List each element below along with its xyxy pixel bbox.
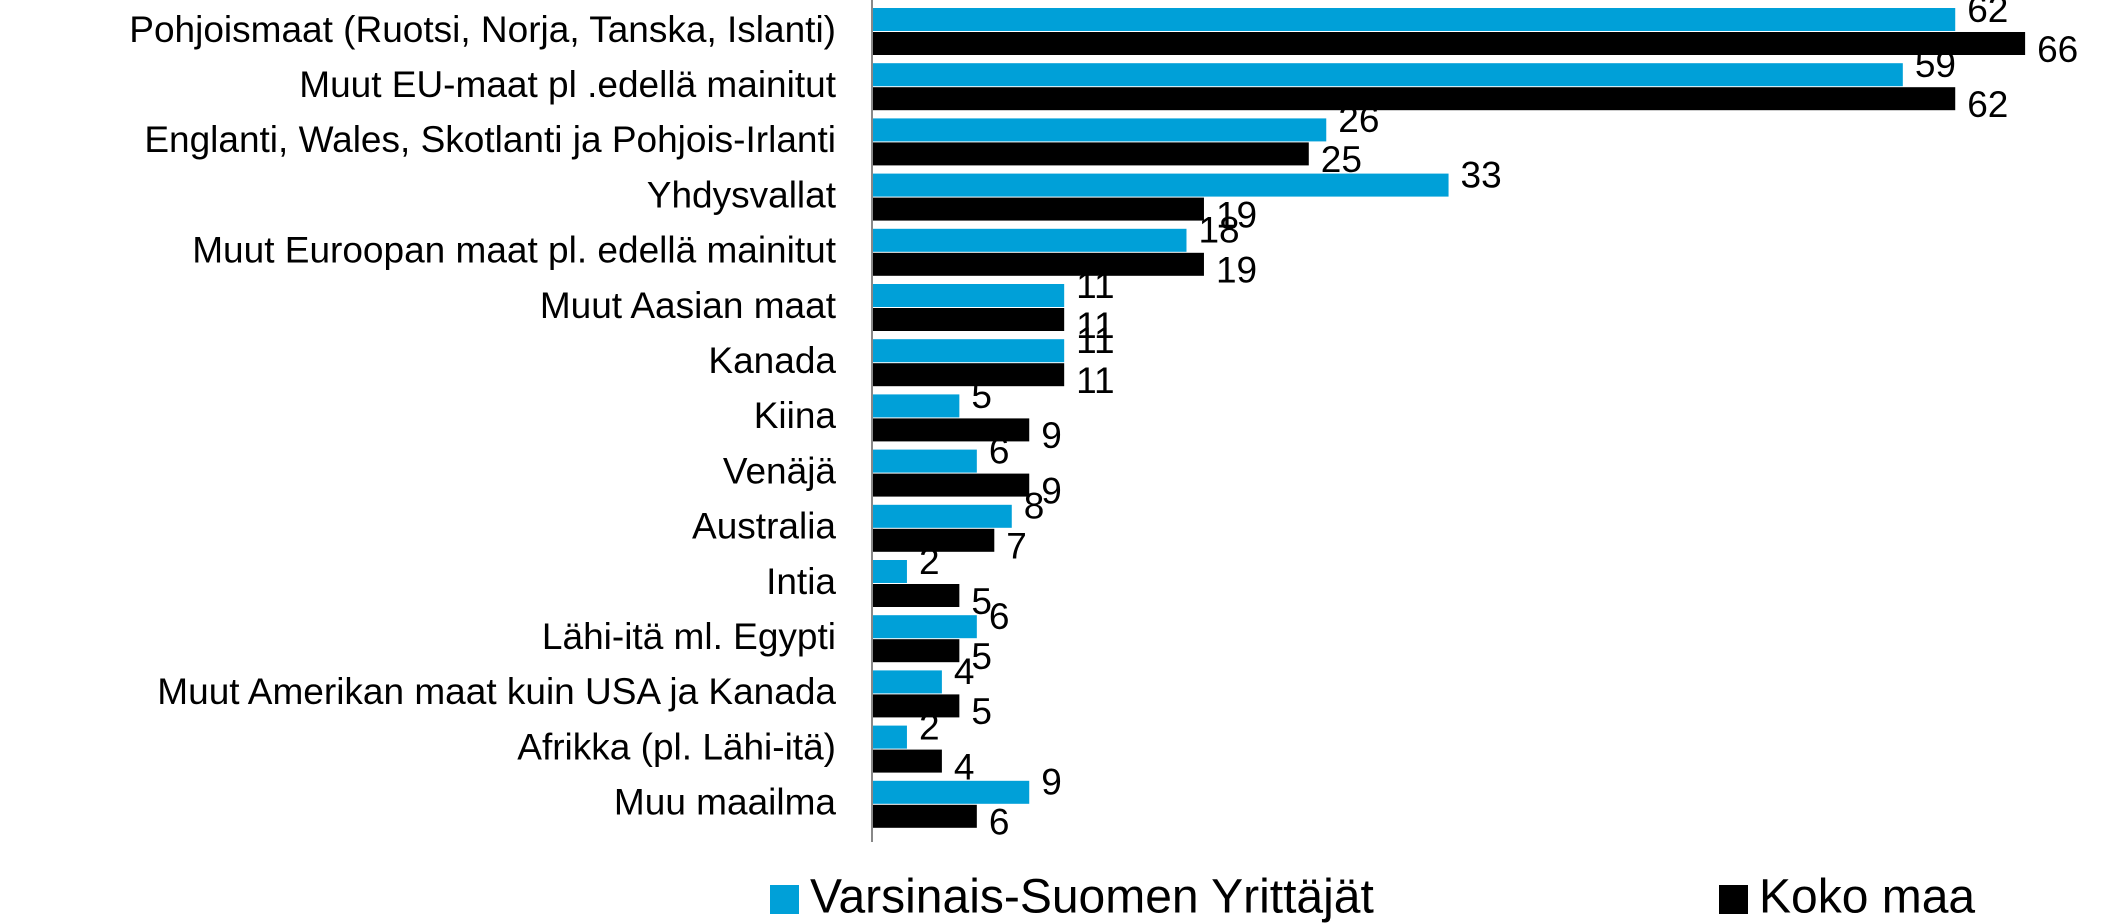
category-label: Englanti, Wales, Skotlanti ja Pohjois-Ir… (144, 119, 836, 160)
category-label: Kanada (708, 340, 836, 381)
bar (872, 804, 977, 828)
bar (872, 670, 942, 694)
category-label: Intia (766, 561, 836, 602)
bar (872, 339, 1065, 363)
bar (872, 118, 1327, 142)
value-label: 9 (1041, 415, 1062, 456)
value-label: 11 (1076, 320, 1114, 361)
bar (872, 528, 995, 552)
bar (872, 394, 960, 418)
bar (872, 252, 1204, 276)
value-label: 33 (1461, 154, 1502, 195)
bar (872, 284, 1065, 307)
value-label: 26 (1338, 99, 1379, 140)
value-label: 5 (971, 581, 992, 622)
category-label: Afrikka (pl. Lähi-itä) (517, 726, 836, 767)
category-label: Yhdysvallat (647, 174, 837, 215)
value-label: 5 (971, 636, 992, 677)
value-label: 7 (1006, 526, 1027, 567)
value-label: 2 (919, 541, 940, 582)
value-label: 6 (989, 596, 1010, 637)
category-label: Australia (692, 506, 836, 547)
value-label: 25 (1321, 139, 1362, 180)
bar (872, 87, 1956, 111)
value-label: 11 (1076, 360, 1114, 401)
bar (872, 473, 1030, 497)
value-label: 18 (1198, 210, 1239, 251)
bar (872, 584, 960, 607)
value-label: 6 (989, 802, 1010, 843)
value-label: 8 (1024, 486, 1045, 527)
category-label: Venäjä (723, 450, 837, 491)
bar (872, 8, 1956, 31)
value-label: 11 (1076, 305, 1114, 346)
bar (872, 694, 960, 718)
bar (872, 560, 907, 583)
bar (872, 363, 1065, 387)
bar (872, 615, 977, 639)
bar (872, 725, 907, 749)
value-label: 62 (1967, 0, 2008, 30)
category-label: Lähi-itä ml. Egypti (542, 616, 836, 657)
value-label: 19 (1216, 194, 1257, 235)
category-label: Muu maailma (614, 782, 836, 823)
value-label: 4 (954, 746, 975, 787)
value-label: 19 (1216, 250, 1257, 291)
value-label: 9 (1041, 470, 1062, 511)
value-label: 11 (1076, 265, 1114, 306)
category-label: Muut Euroopan maat pl. edellä mainitut (192, 230, 836, 271)
value-label: 59 (1915, 44, 1956, 85)
bar (872, 418, 1030, 442)
legend-swatch (770, 885, 799, 914)
value-label: 5 (971, 691, 992, 732)
bar (872, 173, 1449, 197)
category-label: Kiina (754, 395, 837, 436)
bar (872, 142, 1309, 166)
category-label: Muut EU-maat pl .edellä mainitut (299, 64, 836, 105)
bar (872, 63, 1903, 87)
category-label: Muut Aasian maat (540, 285, 837, 326)
value-label: 62 (1967, 84, 2008, 125)
bar (872, 308, 1065, 331)
bar (872, 32, 2026, 55)
bar (872, 639, 960, 663)
value-label: 66 (2037, 29, 2078, 70)
bar (872, 780, 1030, 804)
value-label: 2 (919, 706, 940, 747)
bar (872, 228, 1187, 252)
value-label: 4 (954, 651, 975, 692)
value-label: 6 (989, 430, 1010, 471)
category-label: Pohjoismaat (Ruotsi, Norja, Tanska, Isla… (129, 9, 836, 50)
bar (872, 504, 1012, 528)
value-label: 5 (971, 375, 992, 416)
bar (872, 749, 942, 773)
bar (872, 449, 977, 473)
legend-swatch (1719, 885, 1748, 914)
bar (872, 197, 1204, 221)
legend-label: Varsinais-Suomen Yrittäjät (810, 871, 1374, 924)
value-label: 9 (1041, 762, 1062, 803)
category-label: Muut Amerikan maat kuin USA ja Kanada (157, 671, 836, 712)
legend-label: Koko maa (1759, 871, 1975, 924)
